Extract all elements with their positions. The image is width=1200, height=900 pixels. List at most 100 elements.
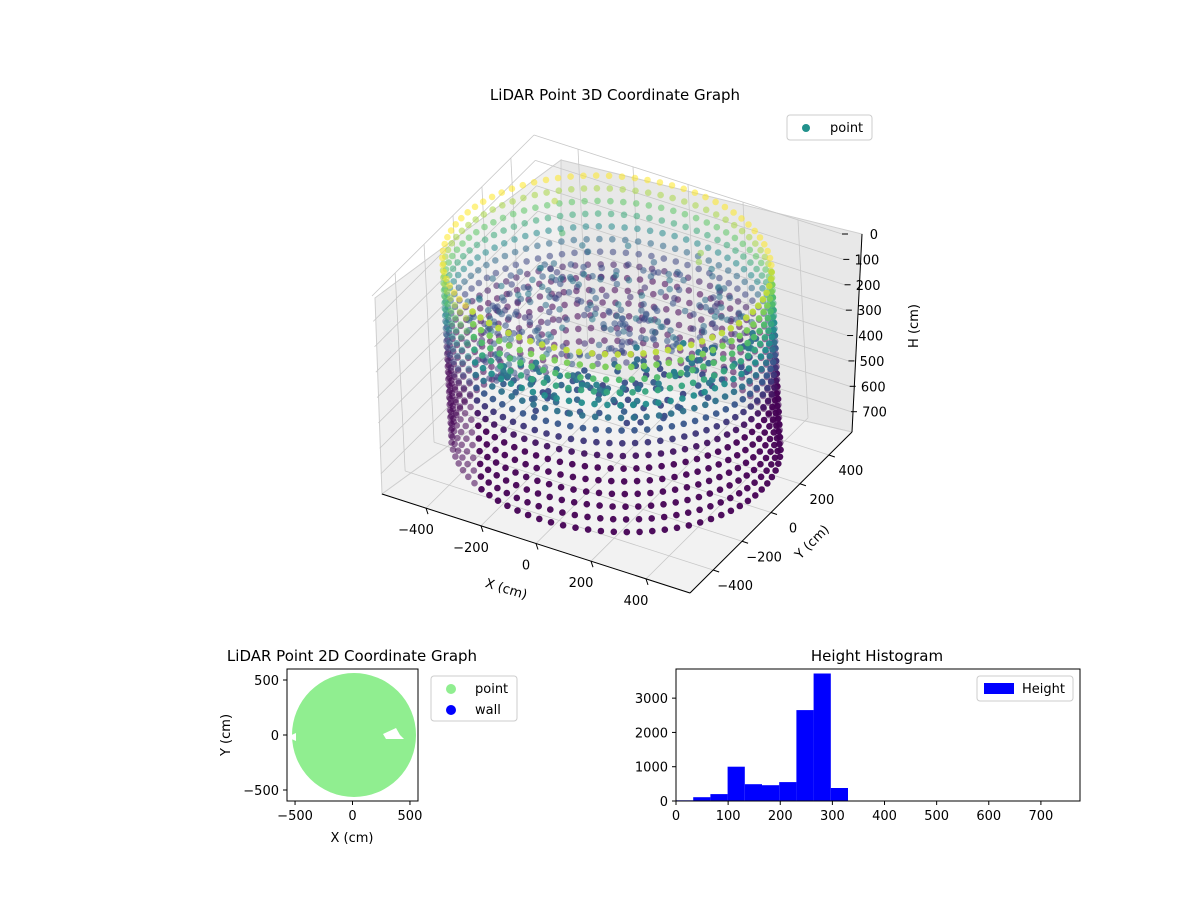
point-3d [766, 282, 773, 290]
point-3d [620, 465, 627, 473]
point-3d [494, 329, 501, 337]
point-3d [605, 308, 612, 315]
point-3d [749, 297, 756, 305]
point-3d [483, 274, 491, 282]
y-tick-3d [741, 540, 749, 544]
point-3d [474, 409, 482, 417]
point-3d [680, 185, 687, 193]
point-3d [723, 241, 731, 249]
point-3d [653, 307, 661, 315]
point-3d [507, 367, 514, 375]
point-3d [545, 287, 552, 294]
point-3d [580, 437, 587, 445]
point-3d [673, 524, 681, 532]
point-3d [544, 455, 552, 463]
point-3d [507, 380, 515, 388]
point-3d [465, 365, 473, 373]
point-3d [497, 362, 504, 370]
point-3d [631, 439, 639, 447]
point-3d [566, 352, 574, 360]
point-3d [708, 265, 715, 273]
point-3d [490, 219, 497, 226]
point-3d [696, 302, 703, 309]
point-3d [471, 359, 479, 366]
point-3d [606, 452, 614, 460]
point-3d [543, 430, 550, 437]
point-3d [569, 473, 577, 481]
point-3d [768, 391, 775, 398]
point-3d [546, 252, 554, 260]
point-3d [694, 240, 701, 247]
point-3d [654, 269, 662, 276]
point-3d [689, 325, 697, 333]
point-3d [548, 274, 556, 281]
point-3d [552, 382, 560, 390]
point-3d [771, 352, 779, 359]
legend-histogram-swatch [984, 683, 1014, 694]
point-3d [594, 464, 601, 471]
point-3d [576, 361, 584, 368]
point-3d [601, 324, 608, 332]
point-3d [623, 528, 631, 536]
point-3d [555, 316, 563, 324]
point-3d [637, 419, 644, 426]
point-3d [761, 429, 768, 436]
point-3d [553, 295, 560, 302]
point-3d [751, 227, 758, 235]
point-3d [467, 403, 474, 411]
point-3d [688, 359, 696, 367]
point-3d [645, 202, 653, 209]
point-3d [698, 316, 705, 323]
point-3d [493, 472, 501, 479]
x-tick-label-3d: −200 [453, 541, 489, 556]
point-3d [439, 247, 447, 255]
point-3d [642, 335, 649, 343]
point-3d [711, 303, 719, 310]
point-3d [696, 519, 704, 526]
point-3d [743, 327, 751, 334]
point-cloud-3d [439, 172, 784, 536]
point-3d [734, 298, 742, 305]
point-3d [646, 227, 654, 235]
point-3d [476, 305, 484, 312]
point-3d [498, 388, 505, 395]
point-3d [660, 255, 668, 262]
point-3d [750, 321, 757, 328]
point-3d [439, 261, 447, 269]
histogram-frame [675, 668, 1081, 802]
point-3d [735, 319, 743, 327]
point-3d [703, 426, 710, 434]
point-3d [537, 305, 544, 313]
point-3d [615, 330, 622, 337]
point-3d [655, 399, 662, 407]
point-3d [649, 278, 656, 285]
point-3d [483, 441, 491, 448]
point-3d [671, 473, 678, 481]
point-3d [470, 313, 478, 321]
point-3d [762, 346, 769, 354]
point-3d [752, 372, 760, 379]
point-3d [584, 373, 592, 380]
point-3d [569, 372, 577, 379]
point-3d [771, 384, 778, 391]
y-tick-label-2d: −500 [243, 784, 279, 799]
point-3d [447, 295, 454, 302]
point-3d [443, 275, 450, 283]
point-3d [580, 271, 588, 278]
point-3d [730, 388, 738, 396]
point-3d [621, 224, 628, 231]
point-3d [592, 426, 600, 433]
point-3d [581, 462, 589, 470]
point-3d [469, 454, 477, 462]
point-3d [655, 380, 662, 388]
point-3d [581, 340, 588, 347]
point-3d [482, 415, 489, 423]
x-tick-label-2d: 500 [398, 809, 423, 824]
point-3d [490, 421, 498, 428]
point-3d [523, 258, 530, 265]
point-3d [571, 511, 579, 519]
point-3d [602, 363, 609, 371]
point-3d [641, 375, 648, 383]
point-3d [696, 291, 704, 298]
point-3d [596, 235, 603, 243]
